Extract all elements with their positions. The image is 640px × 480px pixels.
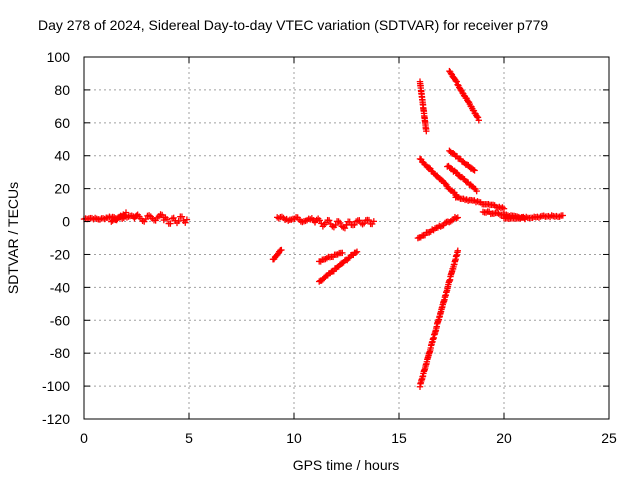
x-tick-label: 20: [496, 430, 512, 446]
data-point: [339, 249, 346, 257]
data-point: [352, 249, 359, 257]
data-point: [365, 216, 373, 224]
data-point: [370, 218, 377, 225]
series-arc-b: [131, 211, 191, 227]
data-point: [425, 164, 433, 171]
data-point: [495, 210, 502, 217]
y-tick-label: -40: [50, 279, 70, 295]
data-points: [80, 67, 566, 390]
data-point: [332, 221, 339, 229]
data-point: [482, 209, 490, 216]
x-axis-label: GPS time / hours: [293, 457, 400, 473]
axis-ticks: [83, 56, 610, 420]
data-point: [183, 216, 191, 223]
y-tick-label: -120: [42, 411, 70, 427]
data-point: [448, 217, 456, 224]
data-point: [438, 176, 445, 184]
y-tick-label: 20: [54, 181, 70, 197]
series-arc-d: [316, 248, 361, 285]
x-tick-label: 0: [80, 430, 88, 446]
chart-title: Day 278 of 2024, Sidereal Day-to-day VTE…: [38, 17, 548, 33]
y-tick-label: 80: [54, 82, 70, 98]
data-point: [178, 213, 186, 220]
data-point: [485, 200, 492, 208]
series-arc-e: [416, 78, 461, 390]
data-point: [499, 204, 506, 211]
data-point: [351, 221, 358, 229]
data-point: [441, 219, 449, 227]
data-point: [423, 127, 430, 135]
y-tick-label: -60: [50, 312, 70, 328]
data-point: [167, 220, 174, 227]
data-point: [163, 216, 171, 223]
data-point: [471, 167, 478, 174]
data-point: [442, 180, 449, 187]
grid-lines: [84, 57, 609, 419]
y-tick-label: -100: [42, 378, 70, 394]
data-point: [470, 166, 477, 173]
y-tick-label: 0: [62, 214, 70, 230]
data-point: [122, 209, 130, 216]
data-point: [278, 246, 285, 254]
data-point: [474, 114, 482, 121]
y-tick-label: -20: [50, 246, 70, 262]
y-axis-label: SDTVAR / TECUs: [5, 182, 21, 294]
data-point: [500, 205, 508, 212]
y-tick-label: -80: [50, 345, 70, 361]
data-point: [453, 78, 460, 85]
data-point: [437, 223, 444, 230]
data-point: [325, 217, 333, 224]
y-tick-label: 60: [54, 115, 70, 131]
y-tick-label: 100: [47, 49, 71, 65]
series-arc-g: [414, 193, 566, 242]
y-tick-label: 40: [54, 148, 70, 164]
data-point: [454, 214, 461, 221]
y-tick-labels: -120 -100 -80 -60 -40 -20 0 20 40 60 80 100: [42, 49, 70, 427]
data-point: [454, 247, 461, 254]
plot-frame: [83, 56, 610, 420]
x-tick-label: 10: [286, 430, 302, 446]
series-arc-a: [80, 209, 140, 225]
x-tick-label: 15: [391, 430, 407, 446]
data-point: [453, 215, 460, 222]
series-arc-c: [269, 213, 377, 263]
data-point: [291, 215, 298, 223]
data-point: [323, 255, 331, 262]
data-point: [447, 165, 455, 172]
data-point: [335, 218, 342, 225]
data-point: [475, 117, 482, 124]
x-tick-labels: 0 5 10 15 20 25: [80, 430, 617, 446]
data-point: [353, 248, 361, 255]
data-point: [559, 212, 566, 219]
x-tick-label: 5: [185, 430, 193, 446]
data-point: [473, 187, 480, 195]
x-tick-label: 25: [601, 430, 617, 446]
data-point: [556, 213, 563, 220]
series-arc-f: [444, 67, 482, 195]
data-point: [426, 229, 433, 236]
data-point: [345, 255, 352, 262]
data-point: [337, 219, 344, 227]
